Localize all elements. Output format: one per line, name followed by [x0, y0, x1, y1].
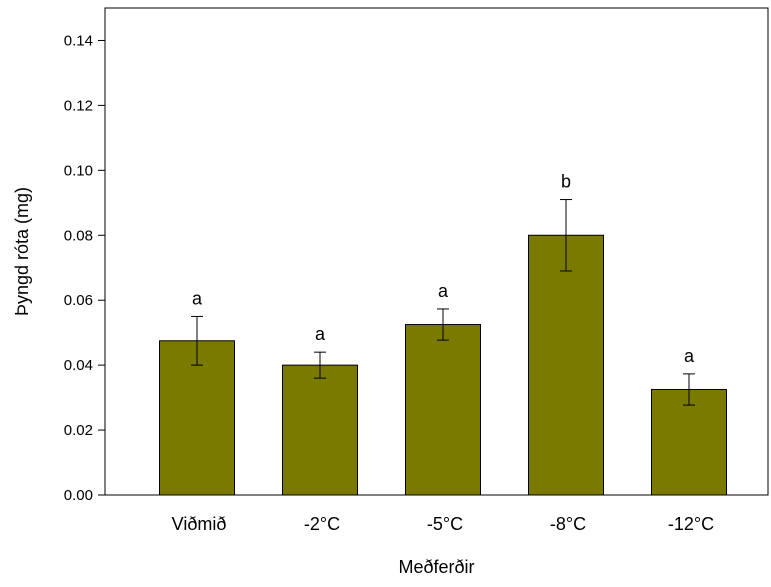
bar [651, 388, 727, 496]
bar [405, 324, 481, 496]
y-tick-label: 0.12 [64, 97, 93, 114]
significance-letters: a a a b a [192, 172, 695, 366]
y-tick-label: 0.06 [64, 292, 93, 309]
significance-letter: a [192, 288, 203, 308]
significance-letter: a [684, 346, 695, 366]
error-bars [191, 199, 695, 406]
significance-letter: b [561, 172, 571, 192]
x-tick-label: -5°C [427, 514, 463, 534]
plot-frame [104, 7, 769, 496]
bar [528, 234, 604, 496]
y-tick-label: 0.14 [64, 32, 93, 49]
significance-letter: a [315, 324, 326, 344]
significance-letter: a [438, 281, 449, 301]
bar [159, 340, 235, 496]
bar [282, 364, 358, 496]
bars [159, 234, 727, 496]
y-tick-label: 0.04 [64, 357, 93, 374]
x-axis-ticks: Viðmið -2°C -5°C -8°C -12°C [172, 514, 714, 534]
x-axis-label: Meðferðir [398, 557, 474, 577]
y-tick-label: 0.10 [64, 162, 93, 179]
y-axis-ticks: 0.00 0.02 0.04 0.06 0.08 0.10 0.12 0.14 [64, 32, 105, 504]
y-axis-label: Þyngd róta (mg) [12, 187, 32, 316]
y-tick-label: 0.08 [64, 227, 93, 244]
x-tick-label: -2°C [304, 514, 340, 534]
x-tick-label: -12°C [668, 514, 714, 534]
y-tick-label: 0.02 [64, 422, 93, 439]
x-tick-label: -8°C [550, 514, 586, 534]
y-tick-label: 0.00 [64, 487, 93, 504]
x-tick-label: Viðmið [172, 514, 227, 534]
